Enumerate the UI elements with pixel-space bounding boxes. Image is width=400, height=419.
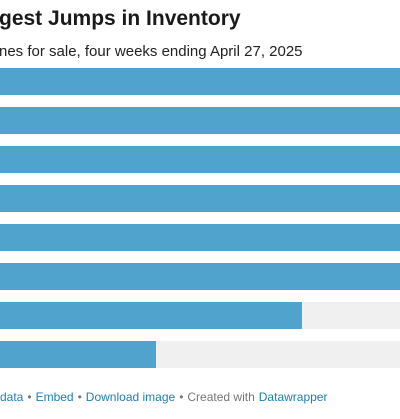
bars <box>0 68 400 368</box>
bar <box>0 68 400 95</box>
separator: • <box>27 390 31 404</box>
chart-subtitle: nes for sale, four weeks ending April 27… <box>0 43 303 60</box>
separator: • <box>78 390 82 404</box>
bar <box>0 146 400 173</box>
credit-link[interactable]: Datawrapper <box>259 390 328 404</box>
footer-link[interactable]: Download image <box>86 390 176 404</box>
bar <box>0 224 400 251</box>
bar <box>0 263 400 290</box>
bar <box>0 185 400 212</box>
separator: • <box>179 390 183 404</box>
footer-link[interactable]: Embed <box>36 390 74 404</box>
footer: data • Embed • Download image • Created with Da… <box>0 390 327 404</box>
bar <box>0 302 302 329</box>
footer-link[interactable]: data <box>0 390 24 404</box>
bar <box>0 341 156 368</box>
credit: Created with <box>187 390 254 404</box>
chart-title: gest Jumps in Inventory <box>0 7 241 30</box>
bar <box>0 107 400 134</box>
